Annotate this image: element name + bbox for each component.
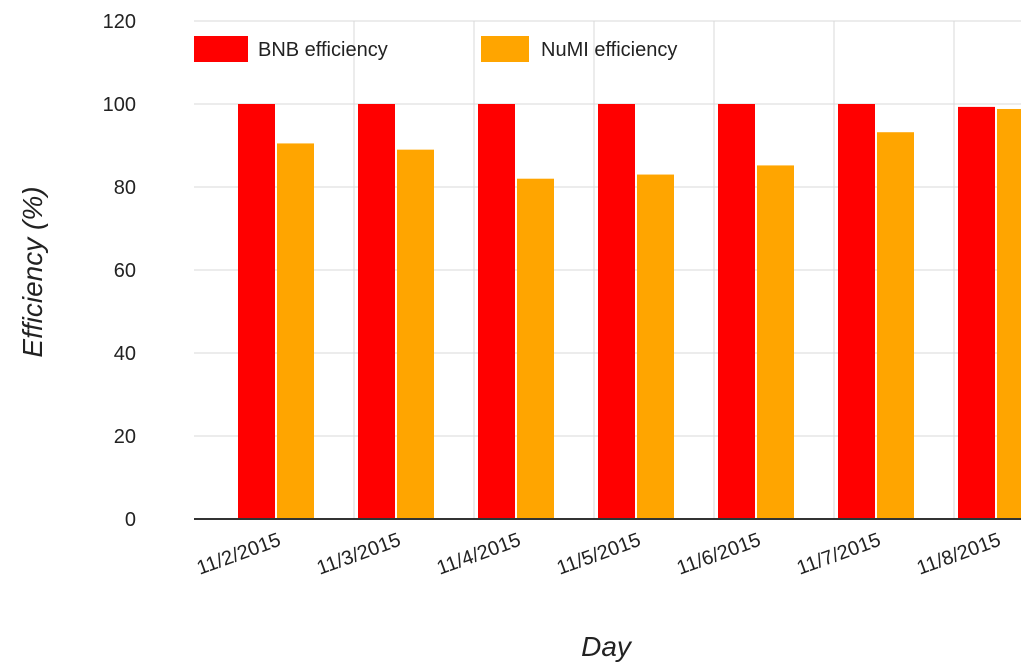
x-tick-label: 11/2/2015 — [194, 529, 284, 580]
bars — [238, 104, 1021, 520]
y-tick-label: 80 — [114, 177, 136, 199]
y-tick-label: 20 — [114, 426, 136, 448]
bar — [877, 132, 914, 519]
bar — [598, 104, 635, 519]
bar — [478, 104, 515, 519]
x-tick-label: 11/5/2015 — [554, 529, 644, 580]
bar — [757, 165, 794, 520]
bar — [517, 178, 554, 519]
y-tick-label: 100 — [103, 94, 136, 116]
y-tick-label: 60 — [114, 260, 136, 282]
legend-label: BNB efficiency — [258, 39, 388, 61]
bar — [637, 174, 674, 520]
x-tick-label: 11/3/2015 — [314, 529, 404, 580]
y-axis-title: Efficiency (%) — [17, 186, 48, 357]
bar — [997, 108, 1021, 519]
y-tick-label: 120 — [103, 11, 136, 33]
bar — [838, 104, 875, 519]
bar — [397, 149, 434, 519]
legend-swatch — [194, 36, 248, 62]
x-tick-label: 11/7/2015 — [794, 529, 884, 580]
bar — [238, 104, 275, 519]
legend-label: NuMI efficiency — [541, 39, 677, 61]
legend-swatch — [481, 36, 529, 62]
x-tick-label: 11/4/2015 — [434, 529, 524, 580]
x-tick-label: 11/8/2015 — [914, 529, 1004, 580]
bar — [277, 143, 314, 520]
y-tick-label: 0 — [125, 509, 136, 531]
x-axis-title: Day — [581, 631, 633, 662]
bar — [958, 106, 995, 519]
x-tick-label: 11/6/2015 — [674, 529, 764, 580]
y-tick-label: 40 — [114, 343, 136, 365]
bar — [718, 104, 755, 519]
legend: BNB efficiency NuMI efficiency — [194, 36, 677, 62]
bar — [358, 104, 395, 519]
